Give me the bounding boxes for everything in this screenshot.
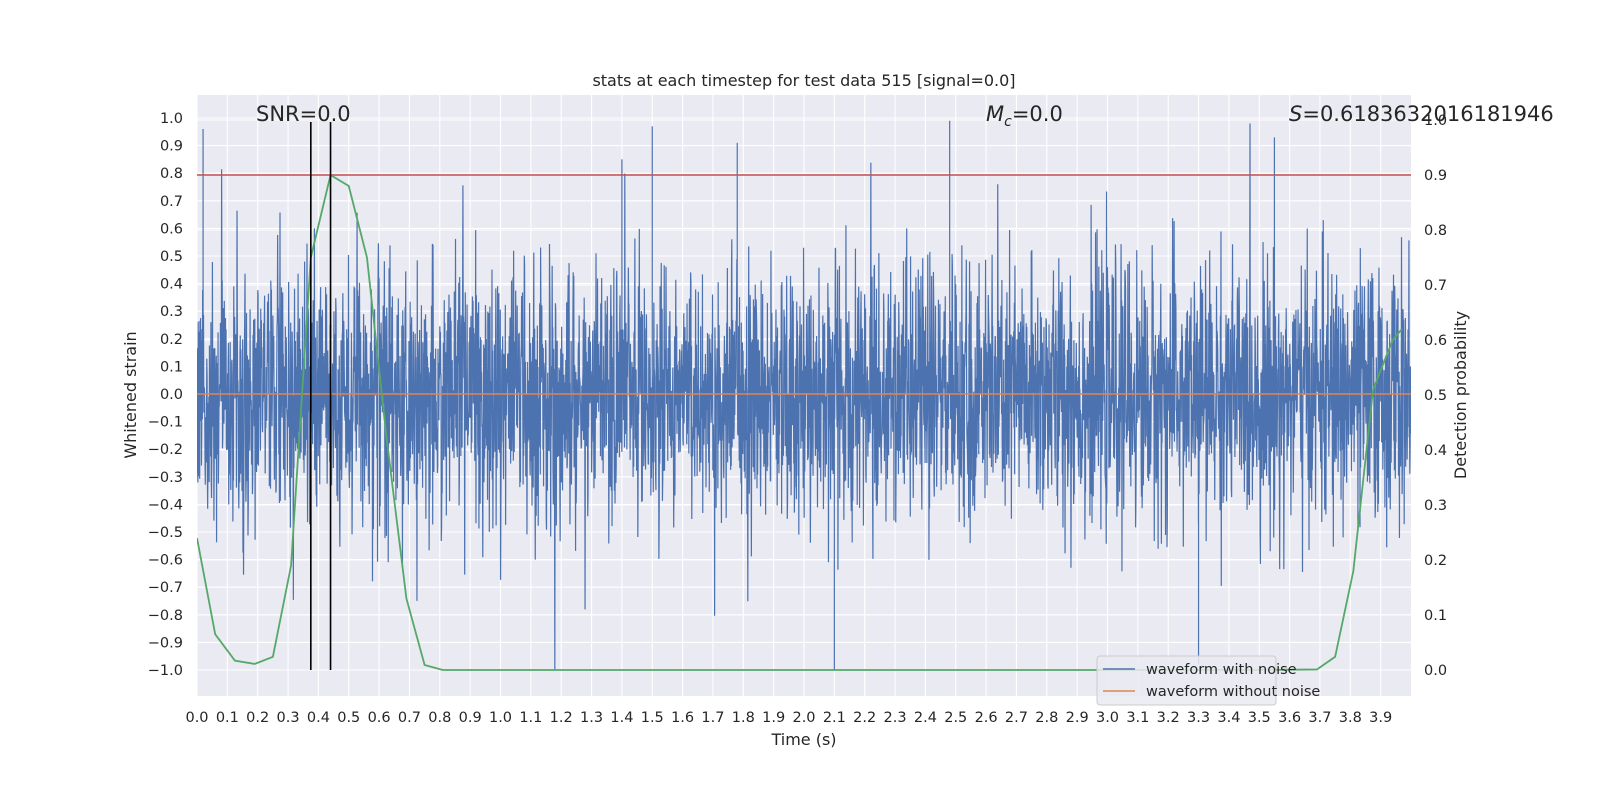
y2-tick-label: 0.6 <box>1424 333 1447 349</box>
y-tick-label: 0.3 <box>160 304 183 320</box>
detection-probability-line <box>197 173 1403 671</box>
x-tick-label: 1.1 <box>519 710 542 726</box>
y-tick-label: −0.4 <box>148 497 183 513</box>
y-tick-label: 0.9 <box>160 139 183 155</box>
series-lines <box>197 122 1411 671</box>
y-tick-label: −0.2 <box>148 442 183 458</box>
waveform-with-noise-line <box>197 120 1411 671</box>
y2-tick-label: 0.3 <box>1424 498 1447 514</box>
y2-tick-label: 0.2 <box>1424 553 1447 569</box>
x-tick-label: 2.1 <box>823 710 846 726</box>
y-tick-label: 0.6 <box>160 221 183 237</box>
x-tick-label: 2.2 <box>853 710 876 726</box>
x-tick-label: 1.6 <box>671 710 694 726</box>
y2-tick-label: 0.0 <box>1424 663 1447 679</box>
x-tick-label: 1.7 <box>701 710 724 726</box>
x-tick-label: 3.8 <box>1339 710 1362 726</box>
x-tick-label: 3.7 <box>1308 710 1331 726</box>
y-tick-label: −1.0 <box>148 663 183 679</box>
x-tick-label: 1.3 <box>580 710 603 726</box>
x-tick-label: 3.6 <box>1278 710 1301 726</box>
y-tick-label: 0.4 <box>160 277 183 293</box>
x-tick-label: 0.7 <box>398 710 421 726</box>
x-tick-label: 3.4 <box>1217 710 1240 726</box>
x-tick-label: 0.6 <box>368 710 391 726</box>
x-tick-label: 2.0 <box>792 710 815 726</box>
x-tick-label: 3.1 <box>1126 710 1149 726</box>
x-tick-label: 0.5 <box>337 710 360 726</box>
x-tick-label: 2.8 <box>1035 710 1058 726</box>
tick-labels: 0.0 0.1 0.2 0.3 0.4 0.5 0.6 0.7 0.8 0.9 1.0 1.1 1.2 1… <box>148 111 1447 726</box>
mc-subscript: c <box>1004 114 1012 130</box>
x-tick-label: 1.8 <box>732 710 755 726</box>
s-value: =0.6183632016181946 <box>1302 102 1553 126</box>
x-tick-label: 1.2 <box>550 710 573 726</box>
x-tick-label: 2.6 <box>975 710 998 726</box>
y2-tick-label: 0.7 <box>1424 278 1447 294</box>
mc-annotation: Mc=0.0 <box>986 102 1063 130</box>
y-tick-label: −0.3 <box>148 470 183 486</box>
y-tick-label: −0.8 <box>148 608 183 624</box>
x-tick-label: 3.0 <box>1096 710 1119 726</box>
x-tick-label: 1.0 <box>489 710 512 726</box>
y-tick-label: 0.5 <box>160 249 183 265</box>
y2-tick-label: 1.0 <box>1424 113 1447 129</box>
legend-label-clean: waveform without noise <box>1146 684 1320 700</box>
x-tick-label: 1.9 <box>762 710 785 726</box>
x-tick-label: 2.9 <box>1066 710 1089 726</box>
x-tick-label: 0.3 <box>277 710 300 726</box>
y-tick-label: −0.6 <box>148 553 183 569</box>
x-tick-label: 3.9 <box>1369 710 1392 726</box>
mc-symbol: M <box>986 102 1004 126</box>
chart-title: stats at each timestep for test data 515… <box>592 71 1015 90</box>
s-annotation: S=0.6183632016181946 <box>1289 102 1554 126</box>
x-tick-label: 0.1 <box>216 710 239 726</box>
legend-box <box>1096 655 1277 706</box>
legend: waveform with noise waveform without noi… <box>1096 655 1320 706</box>
y-tick-label: −0.9 <box>148 635 183 651</box>
y-tick-label: 1.0 <box>160 111 183 127</box>
y2-tick-label: 0.1 <box>1424 608 1447 624</box>
x-tick-label: 0.8 <box>428 710 451 726</box>
x-tick-label: 1.4 <box>610 710 633 726</box>
y-tick-label: −0.5 <box>148 525 183 541</box>
x-tick-label: 1.5 <box>641 710 664 726</box>
x-axis-label: Time (s) <box>770 730 836 749</box>
x-tick-label: 2.7 <box>1005 710 1028 726</box>
y-tick-label: 0.2 <box>160 332 183 348</box>
s-symbol: S <box>1289 102 1302 126</box>
y2-tick-label: 0.9 <box>1424 168 1447 184</box>
mc-value: =0.0 <box>1012 102 1063 126</box>
x-tick-label: 2.4 <box>914 710 937 726</box>
y-tick-label: 0.8 <box>160 166 183 182</box>
x-tick-label: 0.2 <box>246 710 269 726</box>
y2-tick-label: 0.4 <box>1424 443 1447 459</box>
y2-tick-label: 0.8 <box>1424 223 1447 239</box>
y-axis-label: Whitened strain <box>121 331 140 458</box>
x-tick-label: 2.3 <box>884 710 907 726</box>
y-tick-label: 0.0 <box>160 387 183 403</box>
x-tick-label: 3.5 <box>1248 710 1271 726</box>
y-tick-label: −0.1 <box>148 415 183 431</box>
x-tick-label: 3.2 <box>1157 710 1180 726</box>
x-tick-label: 3.3 <box>1187 710 1210 726</box>
y-tick-label: 0.1 <box>160 359 183 375</box>
y2-tick-label: 0.5 <box>1424 388 1447 404</box>
y-tick-label: 0.7 <box>160 194 183 210</box>
x-tick-label: 0.0 <box>185 710 208 726</box>
x-tick-label: 2.5 <box>944 710 967 726</box>
x-tick-label: 0.4 <box>307 710 330 726</box>
x-tick-label: 0.9 <box>459 710 482 726</box>
snr-annotation: SNR=0.0 <box>256 102 351 126</box>
y2-axis-label: Detection probability <box>1451 311 1470 479</box>
waveform-with-noise-series <box>197 120 1411 671</box>
y-tick-label: −0.7 <box>148 580 183 596</box>
legend-label-noise: waveform with noise <box>1146 662 1297 678</box>
